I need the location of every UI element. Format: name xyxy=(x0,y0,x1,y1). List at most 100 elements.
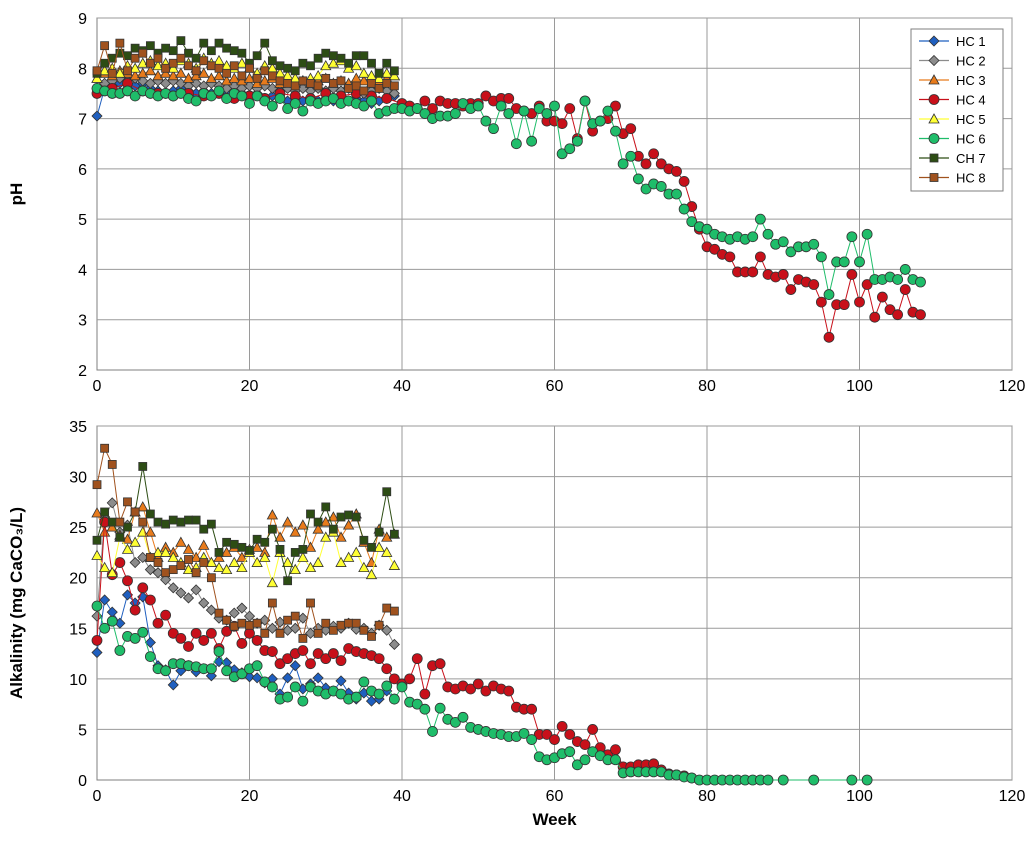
data-point xyxy=(335,531,347,542)
data-point xyxy=(153,517,163,527)
data-point xyxy=(336,53,346,63)
data-point xyxy=(267,56,277,66)
y-tick-label: 9 xyxy=(78,11,87,28)
data-point xyxy=(382,58,392,68)
data-point xyxy=(465,683,477,695)
data-point xyxy=(610,100,621,112)
data-point xyxy=(144,64,157,76)
legend-label: HC 3 xyxy=(956,73,986,88)
data-point xyxy=(91,549,103,560)
data-point xyxy=(297,695,309,707)
data-point xyxy=(381,546,393,557)
data-point xyxy=(282,653,294,665)
data-point xyxy=(121,543,134,554)
data-point xyxy=(382,603,392,613)
ph-panel: 0 20 40 60 80 100 120 2 3 4 5 6 7 8 9 pH xyxy=(7,11,1025,395)
data-point xyxy=(175,587,187,599)
series-hc-6 xyxy=(91,83,926,300)
data-point xyxy=(327,93,339,104)
data-point xyxy=(367,58,376,68)
data-point xyxy=(282,691,294,703)
data-point xyxy=(289,681,301,693)
data-point xyxy=(382,487,392,497)
data-point xyxy=(260,66,270,76)
data-point xyxy=(214,63,224,73)
data-point xyxy=(229,46,239,56)
legend-entry: HC 5 xyxy=(919,112,986,127)
data-point xyxy=(228,556,240,567)
data-point xyxy=(144,564,156,576)
data-point xyxy=(236,668,248,680)
data-point xyxy=(838,256,850,268)
legend-label: HC 1 xyxy=(956,34,986,49)
data-point xyxy=(374,68,384,78)
data-point xyxy=(252,51,262,61)
data-point xyxy=(747,266,759,278)
data-point xyxy=(434,658,446,670)
data-point xyxy=(306,78,315,88)
data-point xyxy=(350,546,362,557)
data-point xyxy=(236,561,248,572)
data-point xyxy=(190,627,202,639)
data-point xyxy=(298,76,308,86)
y-tick-label: 8 xyxy=(78,61,87,78)
data-point xyxy=(130,43,140,53)
data-point xyxy=(129,604,141,616)
data-point xyxy=(220,546,233,557)
data-point xyxy=(129,536,141,547)
x-tick-label: 120 xyxy=(999,788,1026,805)
data-point xyxy=(655,181,667,192)
data-point xyxy=(358,75,370,86)
data-point xyxy=(336,512,346,522)
data-point xyxy=(159,546,172,557)
data-point xyxy=(312,672,324,684)
data-point xyxy=(404,673,416,685)
data-point xyxy=(92,535,102,545)
data-point xyxy=(762,228,774,240)
data-point xyxy=(168,46,178,56)
data-point xyxy=(123,497,132,507)
data-point xyxy=(168,58,178,68)
data-point xyxy=(815,296,827,308)
data-point xyxy=(503,108,515,119)
x-tick-label: 20 xyxy=(241,788,259,805)
legend-marker xyxy=(928,133,940,144)
data-point xyxy=(114,67,126,78)
data-point xyxy=(129,633,141,644)
x-tick-label: 0 xyxy=(93,788,102,805)
data-point xyxy=(283,78,293,88)
data-point xyxy=(144,636,156,649)
data-point xyxy=(472,678,484,690)
x-tick-label: 100 xyxy=(846,788,873,805)
data-point xyxy=(610,125,621,137)
legend-marker xyxy=(928,54,940,67)
data-point xyxy=(198,635,210,646)
data-point xyxy=(373,653,385,665)
legend-label: HC 8 xyxy=(956,171,986,186)
data-point xyxy=(359,86,369,96)
data-point xyxy=(305,658,316,670)
data-point xyxy=(91,110,103,122)
data-point xyxy=(160,574,172,586)
data-point xyxy=(130,507,140,517)
data-point xyxy=(602,105,614,117)
data-point xyxy=(221,93,233,104)
data-point xyxy=(168,515,178,525)
data-point xyxy=(161,43,171,53)
data-point xyxy=(244,627,255,639)
y-tick-label: 0 xyxy=(78,773,87,790)
data-point xyxy=(381,531,393,542)
data-point xyxy=(884,304,896,316)
legend-box xyxy=(910,28,1004,192)
data-point xyxy=(381,93,393,104)
data-point xyxy=(846,269,858,280)
data-point xyxy=(785,246,797,258)
data-point xyxy=(358,676,370,688)
legend-marker xyxy=(928,113,940,124)
data-point xyxy=(411,698,423,710)
x-tick-label: 60 xyxy=(546,378,564,395)
data-point xyxy=(138,462,148,471)
data-point xyxy=(222,615,232,625)
data-point xyxy=(107,517,117,527)
data-point xyxy=(91,635,103,646)
